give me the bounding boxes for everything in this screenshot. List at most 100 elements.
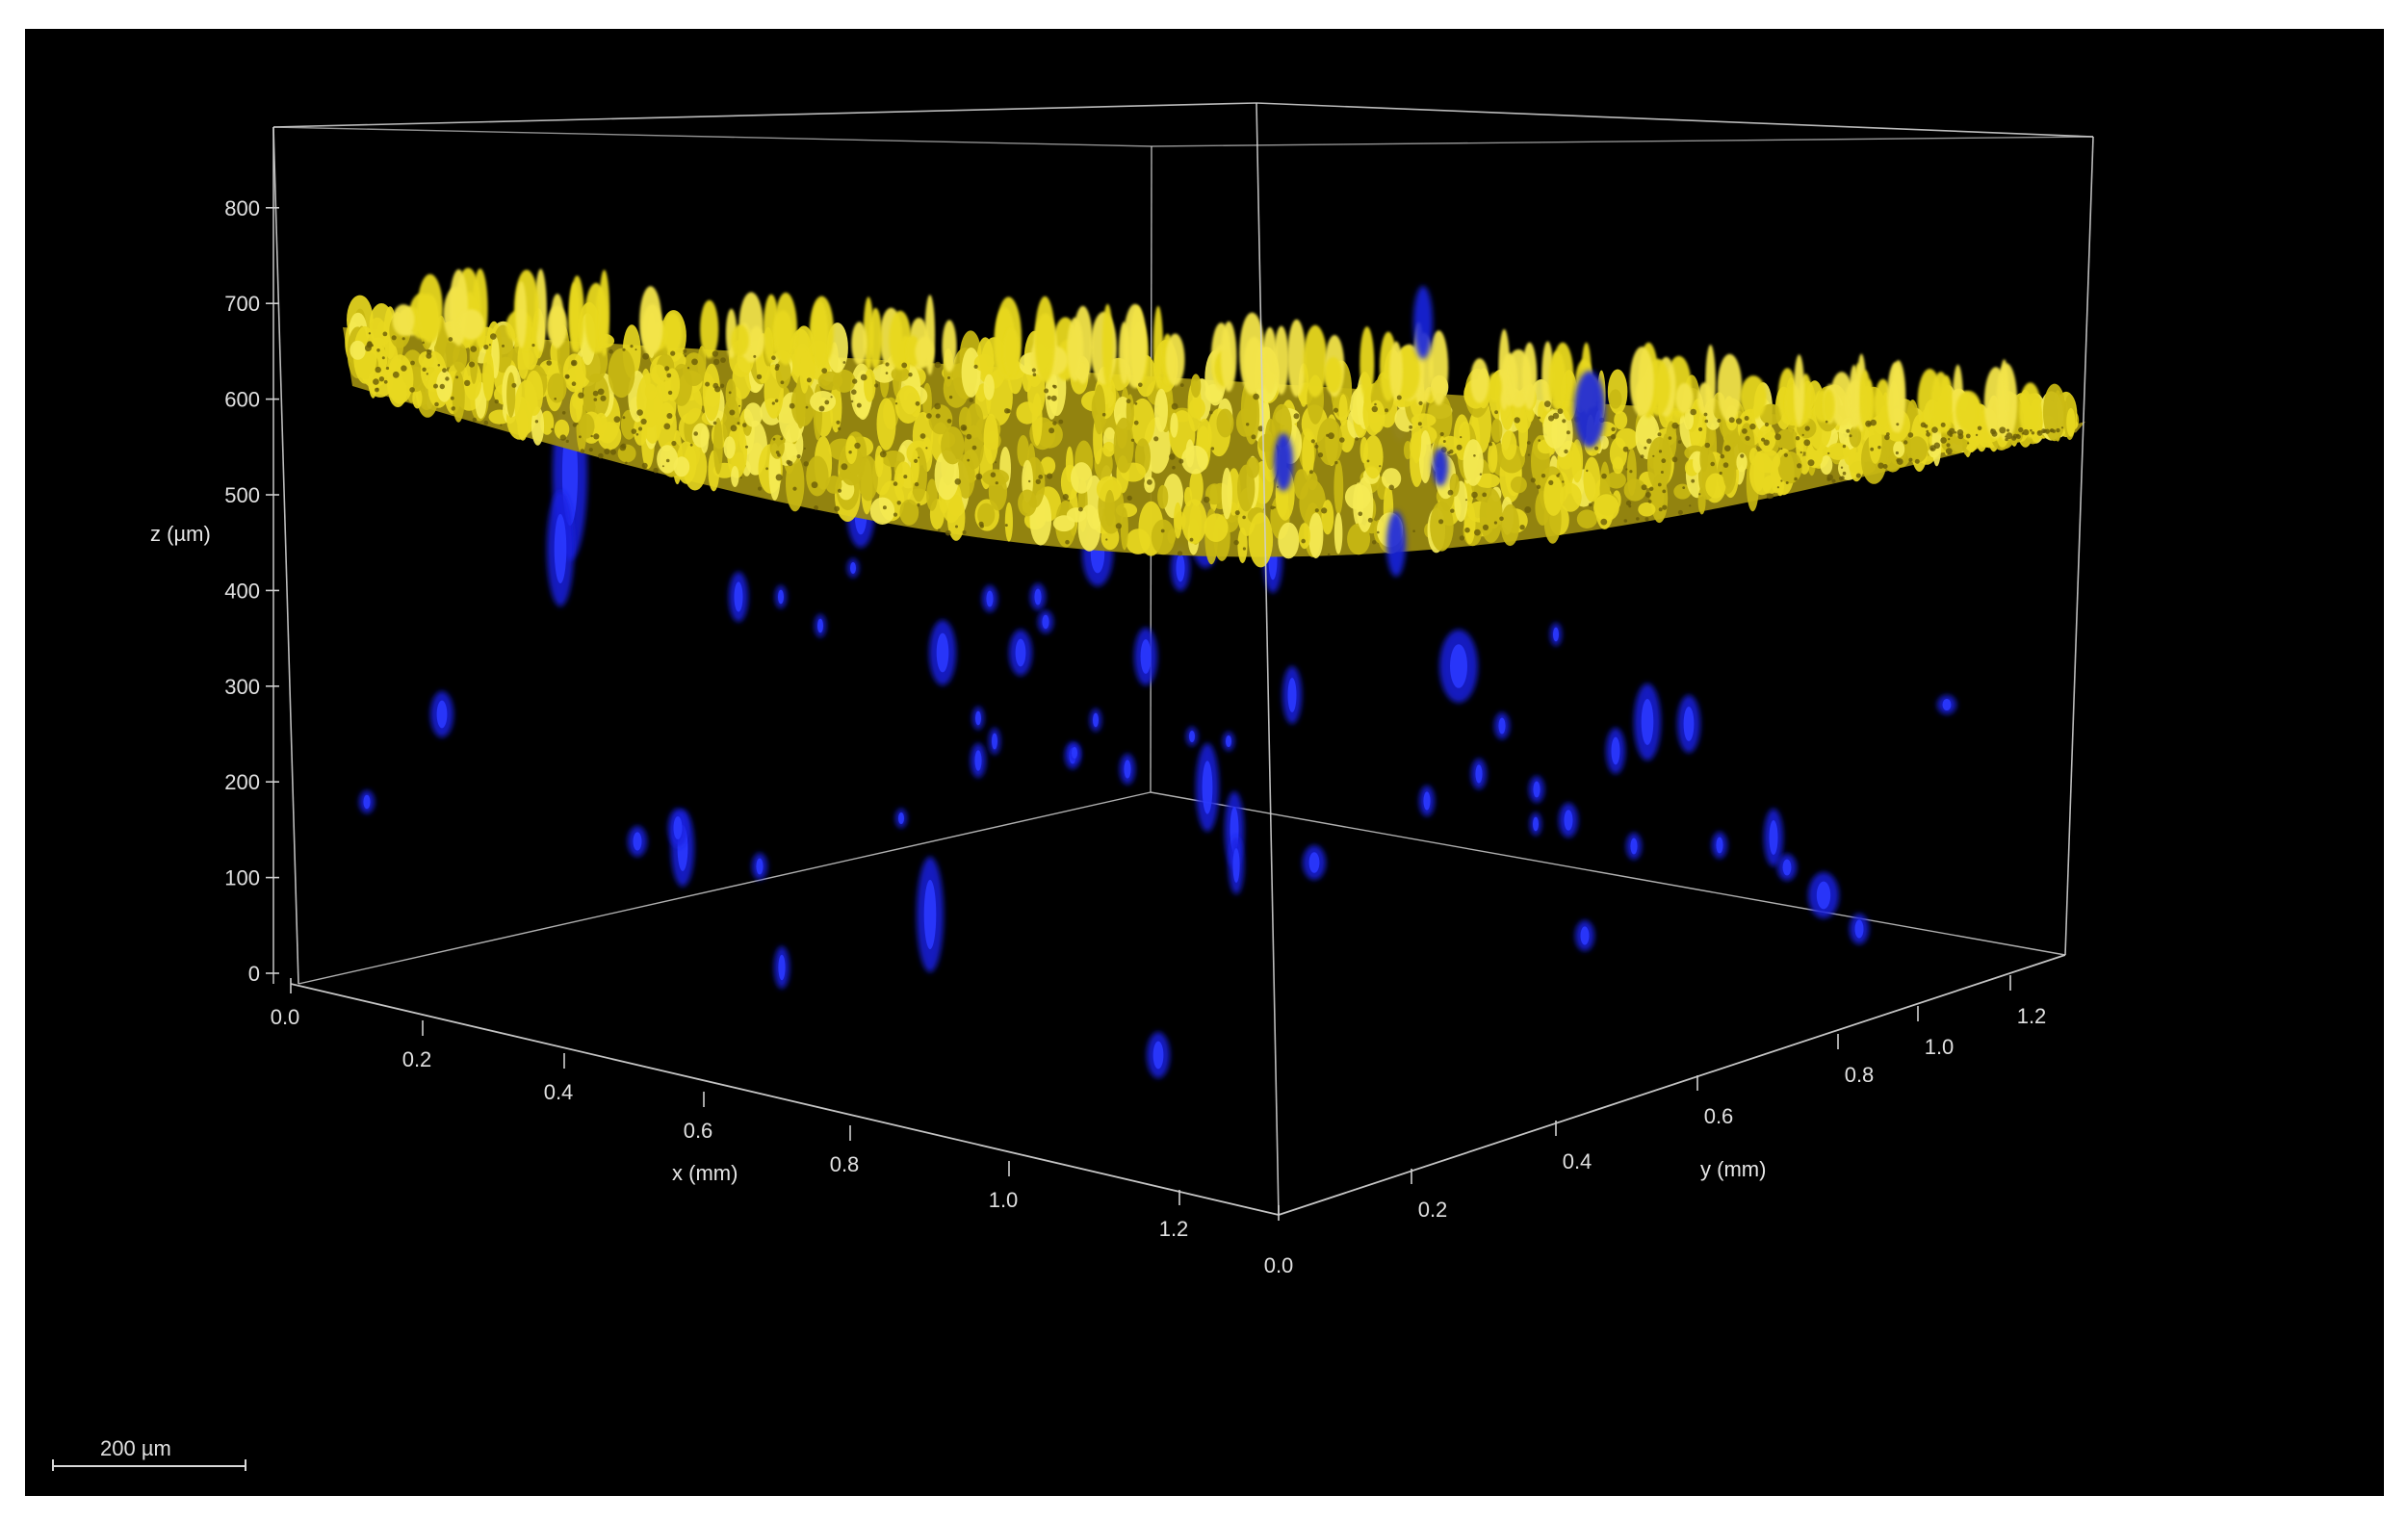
surface-shadow	[684, 354, 686, 357]
surface-shadow	[851, 389, 857, 396]
surface-shadow	[1050, 395, 1057, 401]
surface-spike	[806, 455, 829, 497]
surface-shadow	[1396, 395, 1402, 400]
surface-spike	[1205, 483, 1224, 505]
surface-peak	[1239, 312, 1265, 396]
surface-spike	[1036, 421, 1063, 449]
surface-peak	[1955, 390, 1982, 433]
surface-spike	[1344, 483, 1371, 510]
surface-shadow	[860, 374, 867, 381]
surface-peak	[915, 336, 935, 368]
surface-spike	[1170, 412, 1178, 438]
surface-spike	[1612, 456, 1624, 475]
surface-shadow	[578, 392, 584, 399]
surface-peak	[1221, 321, 1237, 392]
surface-shadow	[1801, 433, 1804, 436]
surface-shadow	[1310, 439, 1315, 444]
surface-shadow	[1926, 431, 1930, 437]
particle-core	[1683, 707, 1695, 741]
surface-shadow	[1367, 517, 1373, 523]
surface-shadow	[841, 463, 848, 471]
surface-shadow	[1948, 427, 1955, 435]
surface-spike	[1031, 393, 1043, 446]
surface-spike	[1699, 445, 1708, 473]
surface-spike	[1221, 467, 1232, 520]
surface-shadow	[1301, 538, 1306, 544]
surface-spike	[1463, 439, 1484, 486]
surface-shadow	[571, 361, 577, 366]
surface-shadow	[1409, 425, 1412, 429]
particle-in-surface	[1386, 511, 1406, 577]
particle-core	[1942, 699, 1952, 710]
surface-shadow	[565, 439, 569, 443]
box-edge-top-front-left	[272, 102, 1257, 128]
surface-shadow	[667, 390, 673, 396]
surface-shadow	[1954, 431, 1957, 434]
surface-spike	[1705, 473, 1726, 499]
surface-spike	[2066, 407, 2076, 437]
surface-shadow	[620, 443, 627, 450]
surface-peak	[1829, 372, 1853, 427]
surface-shadow	[1126, 399, 1131, 404]
surface-shadow	[1710, 461, 1715, 467]
surface-peak	[942, 320, 957, 373]
surface-shadow	[1827, 451, 1830, 455]
surface-shadow	[1855, 473, 1861, 478]
box-edge-top-back-left	[272, 126, 1152, 147]
surface-shadow	[1724, 445, 1731, 452]
surface-shadow	[1459, 535, 1465, 541]
surface-shadow	[753, 354, 757, 358]
3d-render-viewport[interactable]: 0 100 200 300 400 500 600 700 800 z (µm) 0.0 0.2 0…	[25, 29, 2384, 1496]
surface-shadow	[1417, 422, 1422, 426]
surface-shadow	[1519, 525, 1525, 530]
surface-shadow	[854, 442, 861, 450]
z-tick-label: 700	[224, 292, 260, 316]
surface-shadow	[948, 395, 953, 400]
surface-shadow	[1588, 503, 1592, 507]
surface-shadow	[376, 348, 380, 352]
surface-shadow	[637, 426, 643, 431]
surface-peak	[1359, 326, 1375, 401]
surface-shadow	[1735, 418, 1743, 425]
surface-peak	[1498, 328, 1511, 410]
particle-core	[1034, 588, 1042, 606]
surface-shadow	[1704, 442, 1711, 449]
surface-spike	[1181, 499, 1207, 544]
surface-shadow	[1538, 439, 1541, 442]
surface-shadow	[1379, 465, 1382, 468]
surface-shadow	[1556, 474, 1560, 477]
surface-shadow	[401, 365, 407, 372]
surface-shadow	[1562, 419, 1566, 424]
surface-shadow	[737, 422, 740, 425]
surface-shadow	[926, 413, 932, 419]
y-axis-line	[1278, 954, 2066, 1216]
box-edge-left-vertical	[272, 126, 299, 985]
surface-spike	[1518, 407, 1528, 457]
surface-shadow	[903, 475, 908, 479]
surface-shadow	[918, 456, 920, 459]
surface-shadow	[1644, 517, 1649, 522]
surface-shadow	[1594, 446, 1599, 451]
surface-spike	[1104, 489, 1115, 527]
y-tick-label: 0.4	[1563, 1149, 1592, 1173]
surface-peak	[417, 273, 443, 344]
surface-spike	[1673, 483, 1692, 500]
surface-shadow	[1474, 528, 1481, 536]
surface-shadow	[561, 411, 566, 415]
surface-shadow	[789, 402, 795, 409]
surface-peak	[1470, 358, 1489, 403]
surface-spike	[1181, 445, 1208, 475]
surface-spike	[350, 340, 366, 360]
surface-spike	[1849, 425, 1862, 448]
particle-core	[554, 514, 567, 583]
surface-shadow	[946, 419, 952, 424]
x-tick-label: 0.8	[830, 1152, 860, 1176]
surface-shadow	[1629, 470, 1633, 474]
scale-bar-cap-left	[52, 1459, 54, 1471]
surface-shadow	[967, 458, 971, 462]
surface-spike	[911, 450, 919, 484]
surface-shadow	[893, 481, 898, 486]
surface-spike	[386, 354, 414, 404]
particle-core	[1093, 712, 1099, 728]
surface-shadow	[559, 434, 566, 441]
